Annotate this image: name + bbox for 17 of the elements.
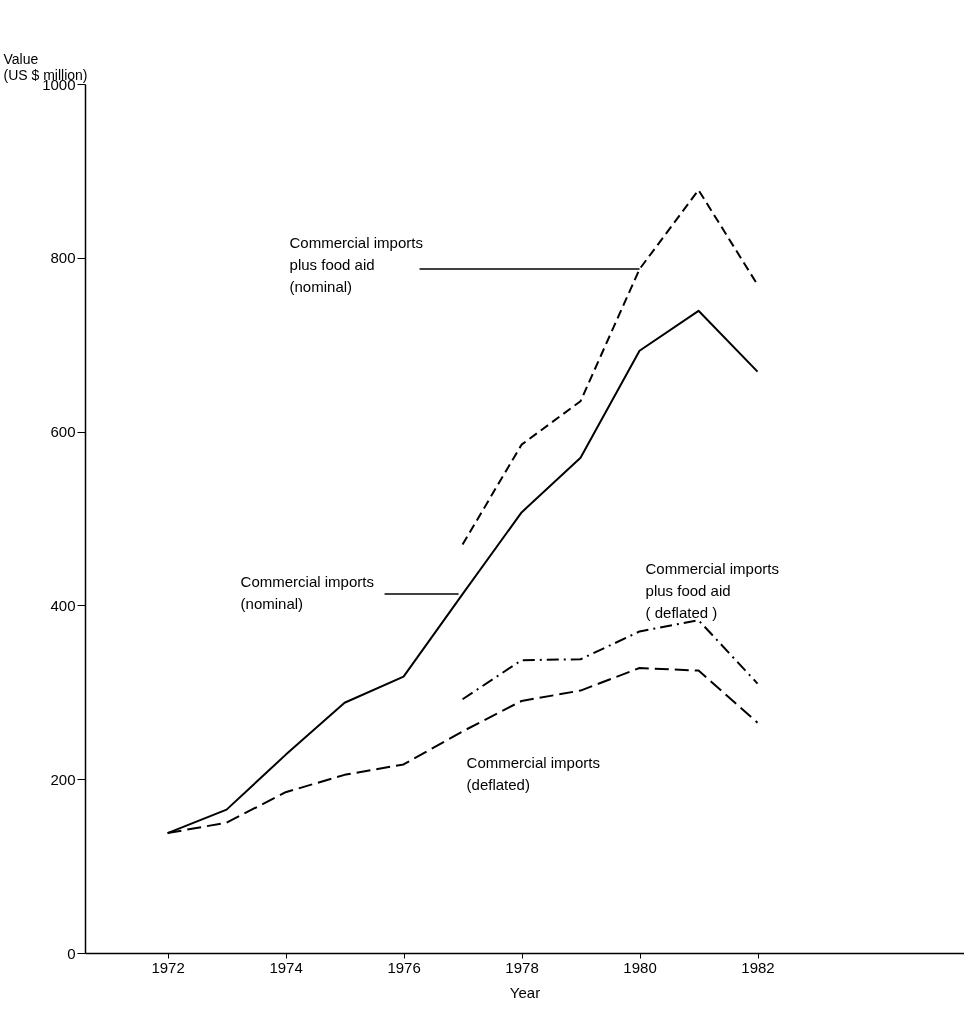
- y-tick-label: 800: [50, 249, 76, 267]
- x-tick-label: 1974: [269, 958, 303, 976]
- line-series: [461, 619, 759, 701]
- legend-label: Commercial imports (nominal): [240, 573, 374, 613]
- x-tick-label: 1976: [387, 958, 421, 976]
- x-tick-label: 1982: [741, 958, 775, 976]
- y-tick-label: 0: [67, 944, 76, 962]
- x-tick-label: 1978: [505, 958, 539, 976]
- text: Commercial imports plus food aid (nominal): [289, 234, 423, 296]
- x-tick-label: 1980: [623, 958, 657, 976]
- x-tick-label: 1972: [151, 958, 185, 976]
- y-tick-label: 200: [50, 770, 76, 788]
- series-label: Commercial imports (deflated): [466, 754, 600, 794]
- x-axis-title: Year: [509, 983, 541, 1001]
- y-tick-label: 400: [50, 596, 76, 614]
- series-label: Commercial imports plus food aid ( deflated ): [645, 560, 779, 622]
- y-tick-label: 600: [50, 423, 76, 441]
